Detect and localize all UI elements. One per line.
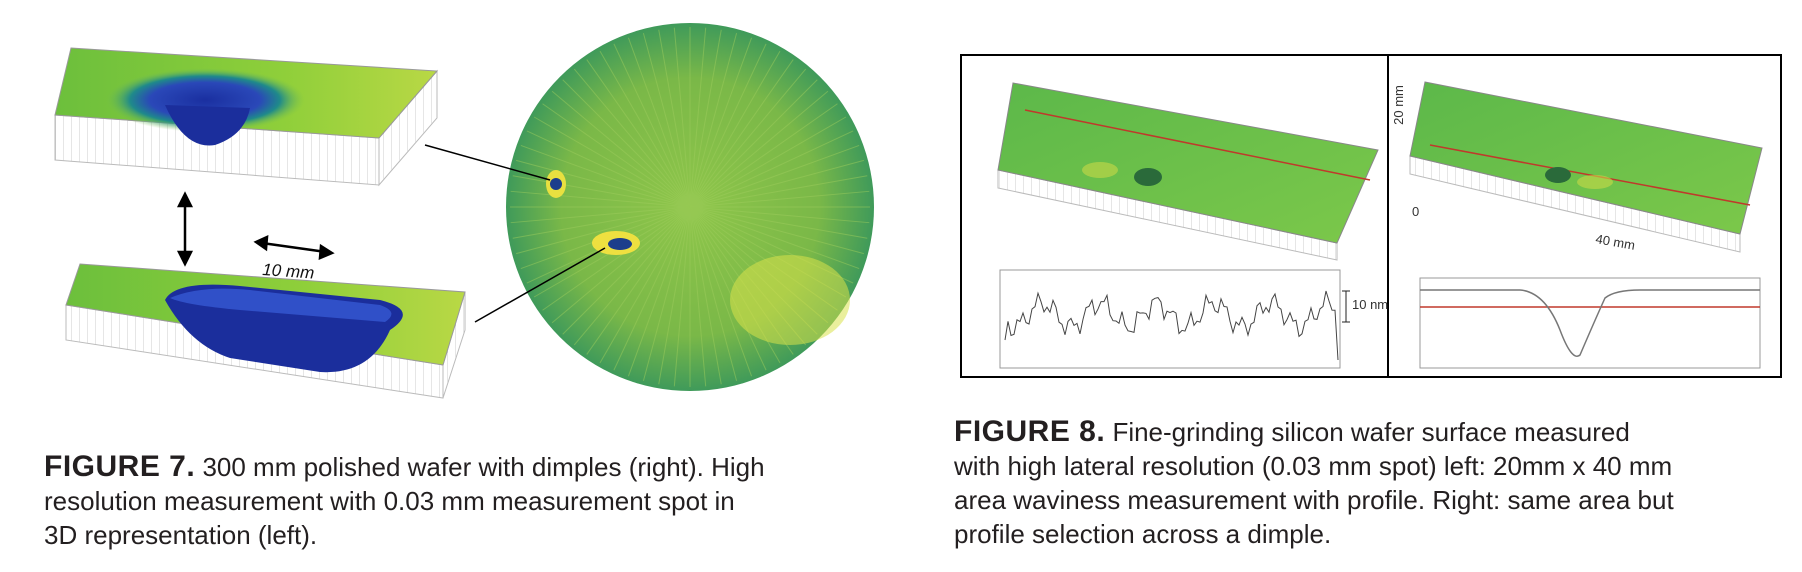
- texture: [689, 27, 707, 208]
- texture: [613, 206, 691, 371]
- texture: [689, 37, 753, 208]
- texture: [533, 116, 691, 208]
- texture: [689, 59, 794, 208]
- texture: [586, 59, 691, 208]
- texture: [689, 90, 829, 208]
- figure-label: FIGURE 8.: [954, 415, 1106, 448]
- axis-label: 20 mm: [1391, 85, 1406, 125]
- texture: [689, 79, 818, 208]
- texture: [516, 206, 691, 255]
- scale-label: 10 nm: [1352, 297, 1388, 312]
- caption-line: 300 mm polished wafer with dimples (righ…: [202, 452, 765, 482]
- arrows: [176, 191, 335, 267]
- texture: [673, 206, 691, 387]
- texture: [689, 29, 722, 208]
- scale-bar: [1342, 290, 1350, 323]
- texture: [689, 159, 864, 208]
- figure7-caption: FIGURE 7. 300 mm polished wafer with dim…: [44, 450, 884, 552]
- surface-block-bottom: [65, 263, 466, 399]
- texture: [689, 206, 860, 270]
- texture: [510, 206, 691, 224]
- caption-line: Fine-grinding silicon wafer surface meas…: [1112, 417, 1630, 447]
- wafer-map: [506, 23, 874, 391]
- texture: [689, 103, 838, 208]
- texture: [689, 130, 854, 208]
- callout-line: [424, 144, 551, 181]
- texture: [542, 206, 691, 311]
- texture: [689, 206, 738, 381]
- texture: [599, 50, 691, 208]
- texture: [586, 206, 691, 355]
- texture: [573, 206, 691, 346]
- caption-line: with high lateral resolution (0.03 mm sp…: [954, 451, 1673, 481]
- texture: [516, 159, 691, 208]
- texture: [526, 130, 691, 208]
- texture: [642, 33, 691, 208]
- texture: [512, 206, 691, 239]
- texture: [689, 206, 722, 385]
- figure8-caption: FIGURE 8. Fine-grinding silicon wafer su…: [954, 415, 1794, 551]
- profile-line: [1420, 289, 1760, 357]
- texture: [689, 206, 767, 371]
- texture: [562, 206, 691, 335]
- profile-line: [1004, 290, 1339, 361]
- texture: [689, 190, 870, 208]
- figure-label: FIGURE 7.: [44, 450, 196, 483]
- texture: [689, 206, 753, 377]
- texture: [642, 206, 691, 381]
- axis-label: 40 mm: [1594, 231, 1636, 253]
- caption-line: area waviness measurement with profile. …: [954, 485, 1674, 515]
- caption-line: profile selection across a dimple.: [954, 519, 1332, 549]
- axis-label: 0: [1412, 204, 1419, 219]
- texture: [658, 206, 691, 385]
- texture: [658, 29, 691, 208]
- surface-right: [1409, 81, 1763, 253]
- texture: [520, 144, 691, 208]
- texture: [551, 206, 691, 324]
- texture: [689, 175, 868, 208]
- caption-line: resolution measurement with 0.03 mm meas…: [44, 486, 735, 516]
- texture: [512, 175, 691, 208]
- texture: [689, 116, 847, 208]
- texture: [551, 90, 691, 208]
- texture: [542, 103, 691, 208]
- caption-line: 3D representation (left).: [44, 520, 318, 550]
- texture: [510, 190, 691, 208]
- texture: [573, 68, 691, 208]
- profile-plot-right: [1419, 277, 1761, 369]
- texture: [689, 206, 707, 387]
- texture: [689, 43, 767, 208]
- texture: [689, 206, 868, 239]
- profile-plot-left: [999, 269, 1341, 369]
- surface-left: [997, 82, 1379, 261]
- texture: [673, 27, 691, 208]
- texture: [627, 206, 691, 377]
- texture: [627, 37, 691, 208]
- surface-block-top: [54, 47, 439, 187]
- texture: [689, 144, 860, 208]
- texture: [689, 68, 807, 208]
- texture: [689, 206, 864, 255]
- callout-line: [474, 247, 606, 323]
- texture: [689, 206, 870, 224]
- texture: [689, 50, 781, 208]
- texture: [599, 206, 691, 364]
- scale-label: 10 mm: [262, 260, 315, 283]
- texture: [689, 33, 738, 208]
- texture: [562, 79, 691, 208]
- texture: [613, 43, 691, 208]
